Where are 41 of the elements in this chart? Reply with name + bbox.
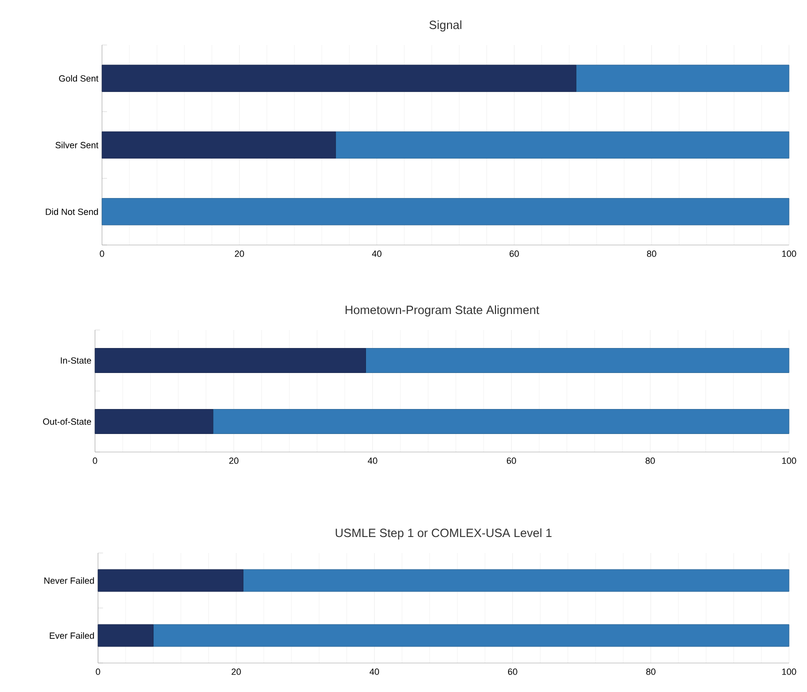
bar [242, 569, 790, 592]
bar [102, 198, 790, 226]
chart-title: USMLE Step 1 or COMLEX-USA Level 1 [336, 528, 552, 540]
y-tick-label: Gold Sent [59, 75, 98, 82]
bar [576, 64, 790, 92]
x-tick-label: 80 [646, 668, 656, 675]
bar [335, 131, 790, 159]
y-tick-label: Did Not Send [46, 208, 98, 215]
x-tick-label: 0 [100, 250, 104, 257]
x-tick-label: 100 [782, 250, 796, 257]
x-tick-label: 40 [372, 250, 382, 257]
bar [102, 131, 336, 159]
x-tick-label: 0 [96, 668, 100, 675]
x-tick-label: 60 [506, 458, 516, 464]
bar [98, 624, 154, 647]
chart-title: Signal [429, 20, 462, 32]
x-tick-label: 100 [782, 668, 796, 675]
x-tick-label: 0 [92, 458, 98, 464]
bar [212, 409, 790, 434]
x-tick-label: 40 [370, 668, 380, 675]
chart-title: Hometown-Program State Alignment [346, 305, 540, 317]
y-tick-label: Never Failed [44, 577, 94, 584]
x-tick-label: 20 [234, 250, 244, 257]
x-tick-label: 80 [647, 250, 656, 257]
bar [98, 569, 244, 592]
y-tick-label: In-State [60, 357, 92, 364]
x-tick-label: 20 [232, 668, 241, 675]
x-tick-label: 80 [646, 458, 655, 464]
x-tick-label: 40 [368, 458, 378, 464]
bar [365, 348, 790, 373]
y-tick-label: Out-of-State [43, 418, 92, 425]
y-tick-label: Silver Sent [56, 142, 98, 148]
bar [94, 348, 366, 373]
bar [153, 624, 790, 647]
bar [94, 409, 214, 434]
x-tick-label: 60 [510, 250, 519, 257]
x-tick-label: 60 [508, 668, 518, 675]
bar [102, 64, 576, 92]
x-tick-label: 100 [782, 458, 796, 464]
y-tick-label: Ever Failed [50, 632, 94, 639]
x-tick-label: 20 [229, 458, 238, 464]
